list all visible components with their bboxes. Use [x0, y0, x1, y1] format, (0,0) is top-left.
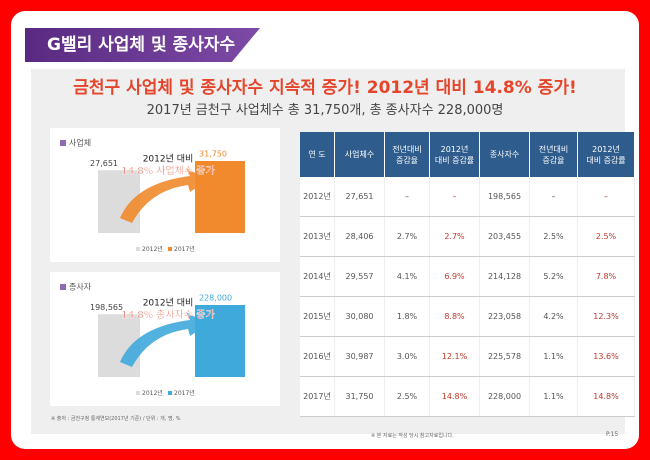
chart-box: 종사자 198,565 2012년 228,000 2017년 2012년 대비 14.8%…: [50, 272, 280, 406]
value-label: 198,565: [90, 303, 123, 312]
arrow: [120, 168, 208, 223]
column-header: 2012년 대비 증감률: [429, 132, 480, 177]
table-cell: –: [384, 177, 430, 217]
table-row: 2017년 31,750 2.5% 14.8% 228,000 1.1% 14.8%: [300, 376, 635, 417]
table-row: 2012년 27,651– –198,565– –: [300, 177, 635, 217]
source-note: ※ 출처 : 금천구청 통계연보(2017년 기준) / 단위 : 개, 명, …: [51, 416, 181, 422]
table-cell: –: [529, 177, 578, 217]
slide-body: G밸리 사업체 및 종사자수 금천구 사업체 및 종사자수 지속적 증가! 20…: [11, 11, 639, 449]
bar: [195, 161, 245, 233]
table-cell: 7.8%: [577, 256, 635, 297]
table-row: 2013년 28,406 2.7% 2.7% 203,455 2.5% 2.5%: [300, 216, 635, 257]
table-cell: 14.8%: [429, 376, 480, 417]
legend-label: 2017년: [174, 389, 195, 397]
table-cell: 4.1%: [384, 256, 430, 297]
table-cell: 214,128: [479, 256, 530, 297]
column-header: 종사자수: [479, 132, 530, 177]
bar: [195, 305, 245, 377]
table-cell: 223,058: [479, 296, 530, 337]
legend-label: 2012년: [142, 245, 163, 253]
value-label: 27,651: [90, 159, 118, 168]
table-cell: 203,455: [479, 216, 530, 257]
table-cell: 30,080: [334, 296, 385, 337]
table-cell: 228,000: [479, 376, 530, 417]
table-cell: 6.9%: [429, 256, 480, 297]
table-cell: 2012년: [300, 177, 335, 217]
table-row: 2016년 30,987 3.0% 12.1% 225,578 1.1% 13.6%: [300, 336, 635, 377]
chart-legend-title: 종사자: [69, 283, 92, 292]
headline: 금천구 사업체 및 종사자수 지속적 증가! 2012년 대비 14.8% 증가…: [73, 78, 577, 98]
table-cell: 198,565: [479, 177, 530, 217]
table-cell: –: [577, 177, 635, 217]
banner-title: G밸리 사업체 및 종사자수: [25, 28, 260, 62]
annotation: 2012년 대비: [143, 154, 194, 165]
value-label: 31,750: [199, 150, 227, 159]
table-cell: 4.2%: [529, 296, 578, 337]
legend-swatch: [60, 140, 66, 146]
subtitle: 2017년 금천구 사업체수 총 31,750개, 총 종사자수 228,000…: [146, 103, 504, 118]
table-cell: 2.5%: [577, 216, 635, 257]
legend-label: 2012년: [142, 389, 163, 397]
table-cell: 2016년: [300, 336, 335, 377]
table-cell: 1.8%: [384, 296, 430, 337]
table-cell: 12.1%: [429, 336, 480, 377]
legend-swatch: [168, 391, 172, 395]
legend-swatch: [136, 247, 140, 251]
annotation: 2012년 대비: [143, 298, 194, 309]
table-cell: 14.8%: [577, 376, 635, 417]
table-cell: 30,987: [334, 336, 385, 377]
column-header: 사업체수: [334, 132, 385, 177]
table-cell: 27,651: [334, 177, 385, 217]
table-cell: –: [429, 177, 480, 217]
legend-swatch: [60, 284, 66, 290]
table-cell: 2.5%: [529, 216, 578, 257]
annotation: 14.8% 종사자수 증가: [121, 309, 214, 321]
table-cell: 31,750: [334, 376, 385, 417]
column-header: 전년대비 증감율: [384, 132, 430, 177]
table-cell: 2013년: [300, 216, 335, 257]
table-cell: 1.1%: [529, 376, 578, 417]
annotation: 14.8% 사업체수 증가: [121, 164, 214, 177]
data-table: 연 도 사업체수 전년대비 증감율 2012년 대비 증감률 종사자수 전년대비 증감율 2…: [300, 132, 635, 417]
table-cell: 29,557: [334, 256, 385, 297]
table-row: 2014년 29,557 4.1% 6.9% 214,128 5.2% 7.8%: [300, 256, 635, 297]
table-cell: 2014년: [300, 256, 335, 297]
table-cell: 12.3%: [577, 296, 635, 337]
page-number: P.15: [606, 431, 619, 438]
disclaimer: ※ 본 자료는 작성 당시 참고자료입니다.: [371, 433, 454, 439]
column-header: 2012년 대비 증감률: [577, 132, 635, 177]
table-cell: 5.2%: [529, 256, 578, 297]
table-cell: 2.7%: [384, 216, 430, 257]
table-cell: 8.8%: [429, 296, 480, 337]
legend-swatch: [168, 247, 172, 251]
legend-label: 2017년: [174, 245, 195, 253]
value-label: 228,000: [199, 294, 232, 303]
chart-box: 사업체 27,651 2012년 31,750 2017년 2012년 대비 14.8% 사…: [50, 128, 280, 262]
table-cell: 2015년: [300, 296, 335, 337]
arrow: [120, 312, 208, 367]
table-cell: 28,406: [334, 216, 385, 257]
table-cell: 2017년: [300, 376, 335, 417]
chart: 종사자 198,565 2012년 228,000 2017년 2012년 대비14.8%…: [60, 283, 245, 397]
table-cell: 2.7%: [429, 216, 480, 257]
column-header: 전년대비 증감율: [529, 132, 578, 177]
table-cell: 1.1%: [529, 336, 578, 377]
chart-legend-title: 사업체: [69, 138, 91, 148]
table-cell: 3.0%: [384, 336, 430, 377]
table-row: 2015년 30,080 1.8% 8.8% 223,058 4.2% 12.3%: [300, 296, 635, 337]
header-row: 연 도 사업체수 전년대비 증감율 2012년 대비 증감률 종사자수 전년대비 증감율 2…: [300, 132, 635, 177]
column-header: 연 도: [300, 132, 335, 177]
table-cell: 13.6%: [577, 336, 635, 377]
table-cell: 225,578: [479, 336, 530, 377]
legend-swatch: [136, 391, 140, 395]
table-cell: 2.5%: [384, 376, 430, 417]
